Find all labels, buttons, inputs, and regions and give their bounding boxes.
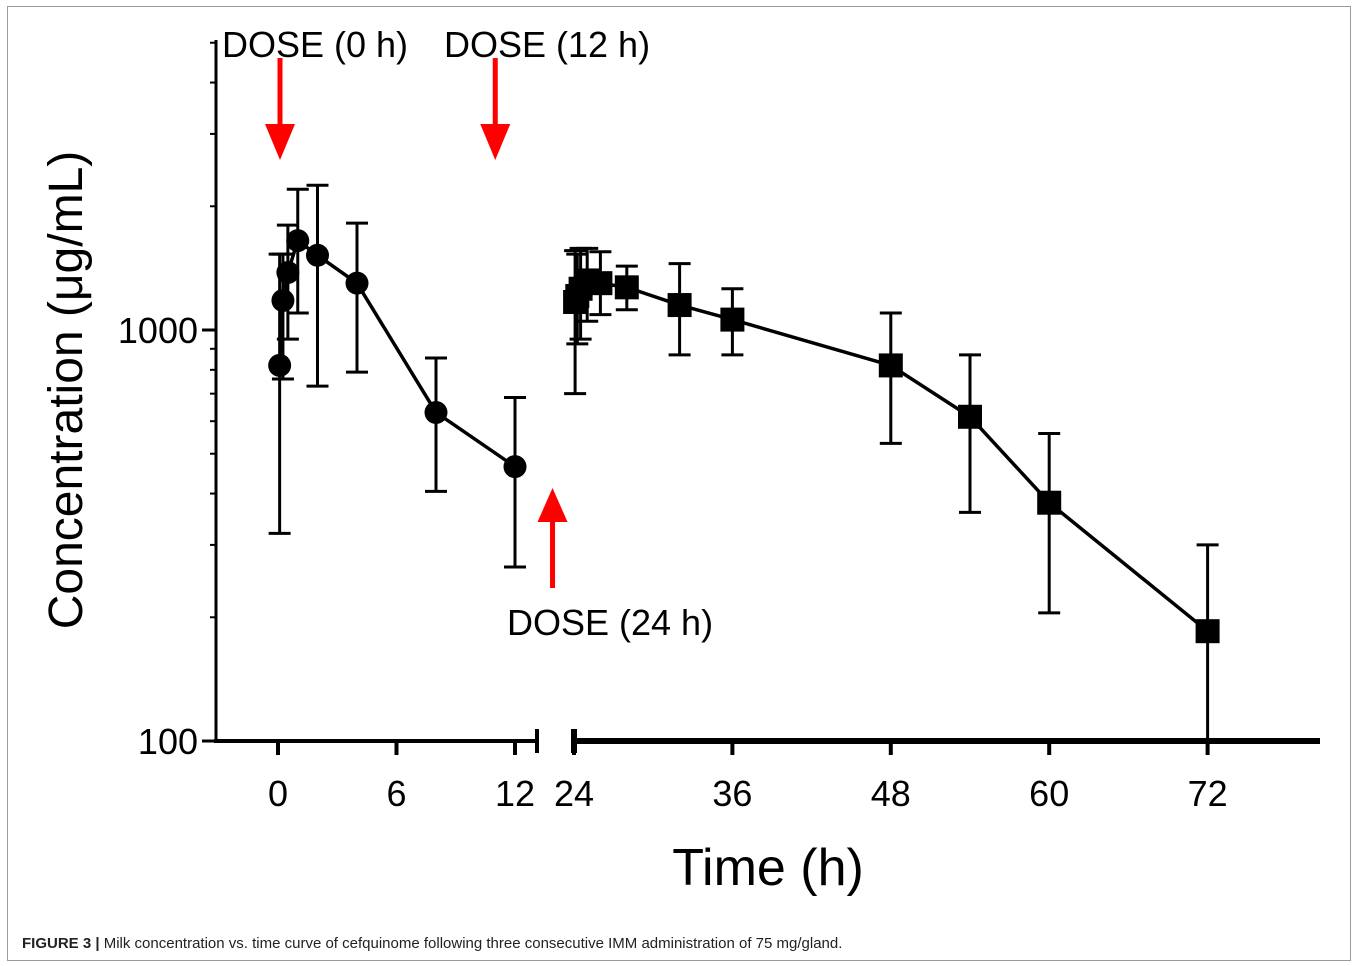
error-bars [268, 183, 1219, 741]
dose-arrow-head [265, 124, 295, 160]
data-point-circle [503, 455, 527, 479]
axes: 100 1000 0 6 12 24 36 48 60 72 [118, 40, 1320, 814]
x-tick-label: 72 [1188, 773, 1228, 814]
data-point-square [958, 404, 982, 429]
dose-label: DOSE (0 h) [222, 24, 408, 65]
data-point-circle [286, 229, 310, 253]
chart: 100 1000 0 6 12 24 36 48 60 72 DOSE (0 h) DOSE (12… [40, 24, 1320, 897]
data-point-square [1037, 490, 1062, 515]
caption-text: Milk concentration vs. time curve of cef… [103, 935, 843, 952]
data-point-square [614, 275, 639, 300]
x-tick-label: 12 [495, 773, 535, 814]
x-tick-label: 60 [1029, 773, 1069, 814]
data-point-square [720, 307, 745, 332]
data-markers [268, 229, 1220, 644]
x-tick-label: 24 [554, 773, 594, 814]
series-lines [277, 238, 1209, 633]
data-point-circle [268, 353, 292, 377]
data-point-circle [271, 288, 295, 312]
x-tick-label: 48 [871, 773, 911, 814]
dose-arrow-head [480, 124, 511, 160]
y-axis-label: Concentration (μg/mL) [40, 151, 93, 630]
data-point-circle [345, 271, 369, 295]
x-tick-label: 36 [712, 773, 752, 814]
data-point-square [667, 293, 692, 318]
x-axis-label: Time (h) [672, 839, 864, 897]
data-point-square [1195, 619, 1220, 644]
dose-label: DOSE (24 h) [507, 602, 713, 643]
figure-frame [7, 6, 1351, 961]
dose-label: DOSE (12 h) [444, 24, 650, 65]
series-line-1 [277, 238, 516, 469]
dose-annotations: DOSE (0 h) DOSE (12 h) DOSE (24 h) [222, 24, 713, 643]
y-tick-label: 100 [138, 721, 198, 762]
figure-caption: FIGURE 3 | Milk concentration vs. time c… [22, 935, 842, 952]
data-point-circle [276, 261, 300, 285]
data-point-square [588, 271, 613, 296]
caption-label: FIGURE 3 | [22, 935, 100, 952]
data-point-square [878, 353, 903, 378]
x-tick-label: 0 [268, 773, 288, 814]
data-point-circle [424, 400, 448, 424]
dose-arrow-head [537, 488, 568, 522]
data-point-circle [306, 243, 329, 267]
y-tick-label: 1000 [118, 310, 198, 351]
x-tick-label: 6 [386, 773, 406, 814]
